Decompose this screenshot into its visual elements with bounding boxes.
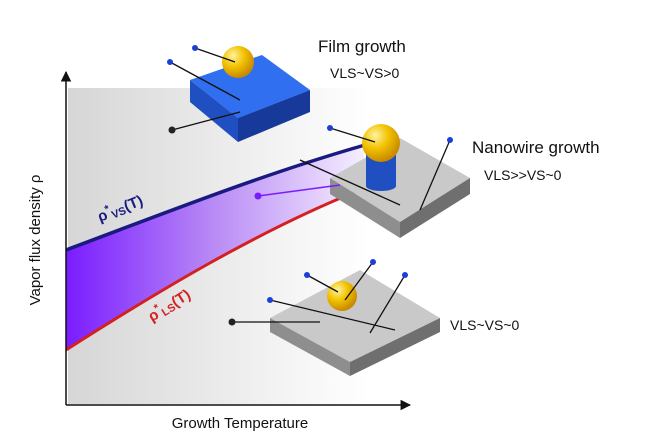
- vs-curve: [65, 143, 366, 252]
- regime-condition: VLS>>VS~0: [484, 167, 562, 183]
- nanowire-platform: [254, 124, 470, 238]
- flat-platform: [228, 259, 440, 376]
- ls-curve: [65, 188, 361, 352]
- y-label: Vapor flux density ρ: [27, 175, 44, 306]
- regime-title: Film growth: [318, 37, 406, 56]
- film-block: [167, 45, 310, 142]
- regime-title: Nanowire growth: [472, 138, 600, 157]
- regime-condition: VLS~VS~0: [450, 317, 519, 333]
- ls-label: ρ*LS(T): [144, 284, 194, 326]
- regime-condition: VLS~VS>0: [330, 65, 399, 81]
- band: [66, 145, 365, 350]
- x-label: Growth Temperature: [172, 415, 308, 432]
- vs-label: ρ*VS(T): [94, 190, 145, 226]
